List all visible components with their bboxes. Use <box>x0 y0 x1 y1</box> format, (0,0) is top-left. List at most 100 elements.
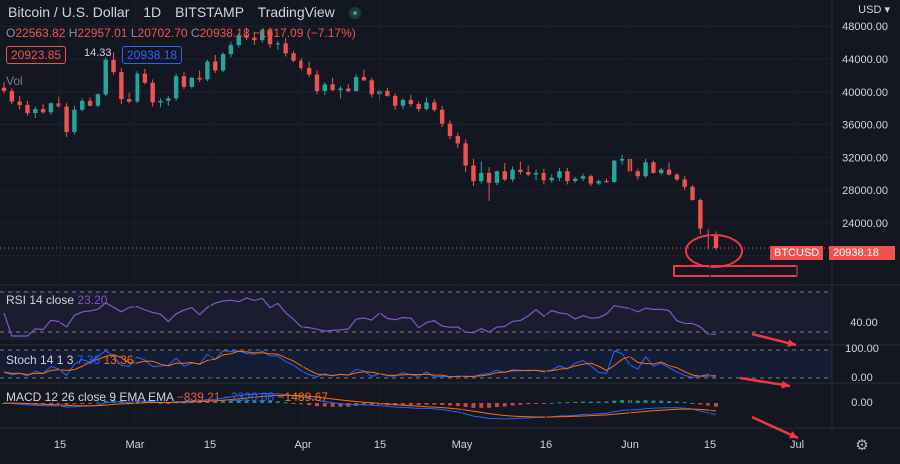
stoch-label: Stoch 14 1 3 <box>6 353 74 367</box>
candle-body <box>119 72 124 100</box>
macd-histogram-bar <box>244 399 249 403</box>
macd-histogram-bar <box>682 402 687 404</box>
macd-histogram-bar <box>158 402 163 404</box>
candle-body <box>596 181 601 184</box>
candle-body <box>314 74 320 91</box>
macd-histogram-bar <box>252 399 257 403</box>
interval-label[interactable]: 1D <box>143 4 162 20</box>
currency-text: USD <box>858 4 882 16</box>
candle-body <box>455 136 461 144</box>
macd-histogram-bar <box>338 403 343 407</box>
candle-body <box>158 100 163 103</box>
annotation-arrowhead <box>787 339 796 347</box>
macd-histogram-bar <box>580 401 585 403</box>
macd-histogram-bar <box>565 402 570 404</box>
macd-histogram-bar <box>181 402 186 404</box>
macd-histogram-bar <box>651 400 656 403</box>
time-axis-label: Apr <box>294 439 311 451</box>
stoch-k-line <box>3 350 717 379</box>
price-tick-label: 32000.00 <box>842 152 888 164</box>
macd-histogram-bar <box>635 400 640 403</box>
macd-histogram-bar <box>95 402 100 404</box>
candle-body <box>244 35 249 38</box>
sell-price-box[interactable]: 20923.85 <box>6 46 67 64</box>
candle-body <box>72 109 77 132</box>
rsi-label: RSI 14 close <box>6 293 75 307</box>
candle-body <box>48 103 54 113</box>
candle-body <box>385 90 390 96</box>
time-axis-label: Mar <box>126 439 145 451</box>
candle-body <box>111 59 116 73</box>
macd-histogram-bar <box>612 400 617 403</box>
macd-histogram-bar <box>674 401 679 403</box>
candle-body <box>236 35 241 46</box>
macd-histogram-bar <box>322 403 327 407</box>
candle-body <box>533 172 539 175</box>
high-value: 22957.01 <box>77 26 128 40</box>
macd-histogram-bar <box>494 403 499 408</box>
macd-histogram-bar <box>455 403 460 407</box>
stoch-k-value: 7.36 <box>76 353 101 367</box>
macd-histogram-bar <box>236 399 241 403</box>
candle-body <box>346 88 351 91</box>
price-tick-label: 24000.00 <box>842 218 888 230</box>
price-tick-label: 28000.00 <box>842 185 888 197</box>
stoch-d-line <box>3 350 717 378</box>
macd-histogram-bar <box>174 402 179 404</box>
candle-body <box>674 174 680 180</box>
stoch-axis-label-low: 0.00 <box>851 372 872 384</box>
candle-body <box>659 169 664 173</box>
stoch-band <box>0 350 832 378</box>
macd-histogram-bar <box>667 400 672 403</box>
macd-histogram-bar <box>541 403 546 404</box>
macd-histogram-bar <box>408 403 413 406</box>
macd-histogram-bar <box>260 400 265 403</box>
candle-body <box>275 43 281 45</box>
time-axis-label: 15 <box>204 439 216 451</box>
candle-body <box>651 162 656 173</box>
macd-histogram-bar <box>401 403 406 406</box>
rsi-value: 23.20 <box>77 293 108 307</box>
candle-body <box>1 87 7 91</box>
symbol-title[interactable]: Bitcoin / U.S. Dollar <box>8 4 130 20</box>
candle-body <box>432 102 437 110</box>
time-axis-label: 15 <box>54 439 66 451</box>
candle-body <box>619 158 625 161</box>
candle-body <box>330 84 335 91</box>
gear-icon[interactable]: ⚙ <box>855 437 868 454</box>
macd-histogram-bar <box>487 403 492 408</box>
macd-histogram-bar <box>189 402 194 404</box>
macd-histogram-bar <box>88 403 93 404</box>
macd-histogram-bar <box>299 403 304 405</box>
candle-body <box>643 162 648 177</box>
change-value: −1617.09 (−7.17%) <box>253 26 356 40</box>
macd-histogram-bar <box>213 401 218 403</box>
macd-histogram-bar <box>588 401 593 403</box>
macd-histogram-bar <box>205 401 210 403</box>
candle-body <box>463 143 468 166</box>
candle-body <box>494 171 500 183</box>
candle-body <box>338 88 343 91</box>
candle-body <box>408 99 414 105</box>
rsi-title: RSI 14 close 23.20 <box>6 293 107 307</box>
macd-histogram-bar <box>596 401 601 403</box>
buy-price-box[interactable]: 20938.18 <box>122 46 183 64</box>
rsi-axis-label: 40.00 <box>850 317 878 329</box>
macd-histogram-bar <box>41 403 46 405</box>
macd-histogram-bar <box>573 401 578 403</box>
macd-histogram-bar <box>557 402 562 404</box>
currency-label[interactable]: USD ▾ <box>858 3 890 16</box>
candle-body <box>502 171 507 180</box>
price-tick-label: 44000.00 <box>842 54 888 66</box>
candle-body <box>267 30 273 45</box>
macd-histogram-bar <box>432 403 437 405</box>
candle-body <box>439 109 445 124</box>
time-axis-label: 15 <box>704 439 716 451</box>
candle-body <box>635 171 640 177</box>
candle-body <box>173 76 179 99</box>
macd-line-value: −2329.88 <box>223 390 275 404</box>
candle-body <box>580 176 586 179</box>
spread-value: 14.33 <box>84 47 112 59</box>
candle-body <box>588 176 594 184</box>
